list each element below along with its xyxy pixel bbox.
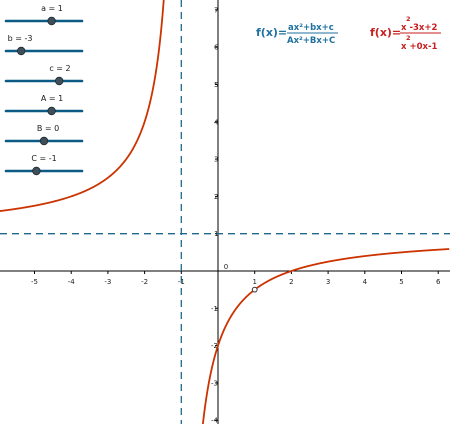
- slider-1[interactable]: b = -3: [4, 34, 84, 56]
- slider-4[interactable]: B = 0: [4, 124, 84, 146]
- formula-specific: f(x)= 2 x -3x+2 2 x +0x-1: [370, 15, 441, 52]
- x-tick-label: 1: [252, 278, 256, 286]
- y-tick-label: 2: [214, 193, 218, 201]
- x-tick-label: 4: [363, 278, 368, 286]
- y-tick-label: -2: [211, 342, 218, 350]
- x-tick-label: 6: [436, 278, 441, 286]
- y-tick-label: -4: [211, 417, 219, 424]
- formula-general-numerator: ax²+bx+c: [288, 23, 334, 33]
- y-tick-label: 1: [214, 230, 218, 238]
- y-tick-label: -1: [211, 305, 218, 313]
- y-tick-label: 6: [214, 44, 219, 52]
- slider-handle[interactable]: [32, 166, 41, 176]
- slider-2[interactable]: c = 2: [4, 64, 84, 86]
- removable-discontinuity-point: [251, 286, 258, 293]
- y-tick-label: 3: [214, 156, 218, 164]
- formula-specific-num-sup: 2: [406, 15, 411, 23]
- slider-5[interactable]: C = -1: [4, 154, 84, 176]
- slider-label: B = 0: [37, 124, 59, 133]
- slider-handle[interactable]: [17, 46, 26, 56]
- slider-handle[interactable]: [39, 136, 49, 146]
- slider-label: b = -3: [8, 34, 33, 43]
- formula-general: f(x)= ax²+bx+c Ax²+Bx+C: [256, 23, 338, 46]
- y-tick-label: -3: [211, 379, 218, 387]
- formula-specific-denominator: x +0x-1: [401, 42, 437, 52]
- x-tick-label: -3: [104, 278, 111, 286]
- slider-handle[interactable]: [55, 76, 64, 86]
- formula-specific-den-sup: 2: [406, 34, 411, 42]
- curve-left-branch: [0, 0, 165, 212]
- x-tick-label: -5: [31, 278, 38, 286]
- y-tick-label: 4: [214, 118, 219, 126]
- x-tick-label: 3: [326, 278, 330, 286]
- x-tick-label: -1: [178, 278, 185, 286]
- y-tick-label: 5: [214, 81, 218, 89]
- slider-label: a = 1: [41, 4, 63, 13]
- curve-right-branch: [201, 248, 450, 424]
- tick-labels: -5 -4 -3 -2 -1 1 2 3 4 5 6 -4 -3 -2 -1 1 2 3 4 5 6 7 0: [31, 6, 441, 424]
- formula-specific-lhs: f(x)=: [370, 26, 401, 39]
- slider-label: C = -1: [31, 154, 56, 163]
- x-tick-label: 2: [289, 278, 293, 286]
- y-tick-label: 7: [214, 6, 218, 14]
- slider-3[interactable]: A = 1: [4, 94, 84, 116]
- slider-panel: a = 1 b = -3 c = 2 A = 1 B = 0 C = -1: [4, 4, 84, 176]
- slider-handle[interactable]: [47, 16, 56, 26]
- formula-general-lhs: f(x)=: [256, 26, 287, 39]
- x-tick-label: -4: [68, 278, 76, 286]
- x-tick-label: 5: [399, 278, 403, 286]
- slider-handle[interactable]: [47, 106, 56, 116]
- x-tick-label: -2: [141, 278, 148, 286]
- slider-label: c = 2: [49, 64, 70, 73]
- formula-specific-numerator: x -3x+2: [401, 23, 437, 33]
- formula-general-denominator: Ax²+Bx+C: [287, 36, 335, 46]
- slider-label: A = 1: [41, 94, 63, 103]
- slider-0[interactable]: a = 1: [4, 4, 84, 26]
- origin-label: 0: [224, 263, 228, 271]
